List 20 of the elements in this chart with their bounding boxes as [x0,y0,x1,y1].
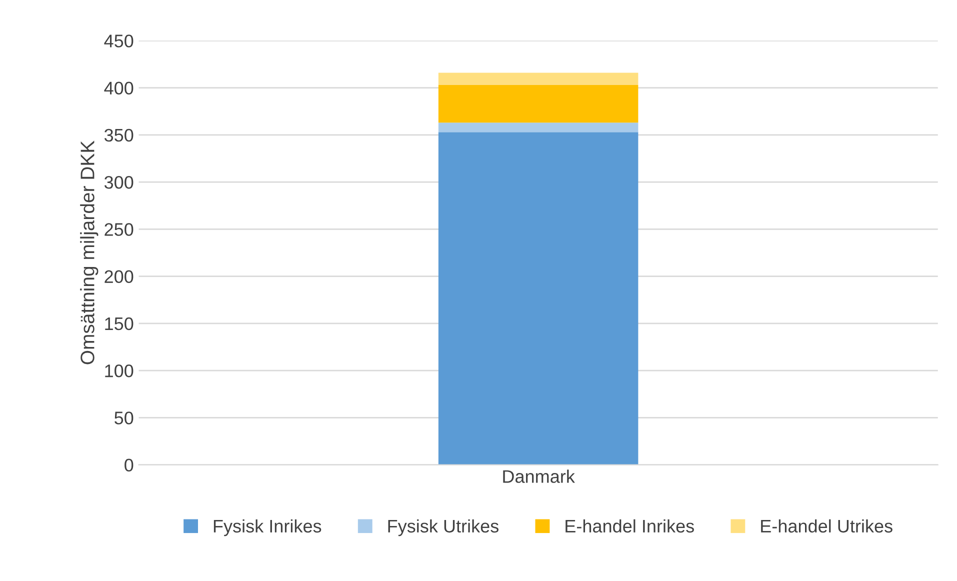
bar [438,84,638,123]
y-tick-label: 250 [104,223,134,236]
y-tick-label: 100 [105,364,134,378]
y-axis-title: Omsättning miljarder DKK [80,140,98,364]
y-tick-label: 150 [105,317,134,330]
y-tick-label: 350 [104,128,134,142]
y-tick-label: 300 [104,176,134,189]
y-tick-label: 200 [104,270,134,284]
legend-label: E-handel Utrikes [761,519,892,533]
y-tick-label: 400 [104,82,134,95]
legend-label: E-handel Inrikes [566,519,694,533]
bar [438,122,638,132]
bar [438,132,638,465]
x-tick-label: Danmark [503,470,575,483]
bar [438,72,638,85]
y-tick-label: 0 [124,458,134,472]
y-tick-label: 450 [104,34,134,48]
legend-label: Fysisk Utrikes [388,519,498,536]
legend-label: Fysisk Inrikes [214,519,322,536]
y-tick-label: 50 [114,412,134,424]
